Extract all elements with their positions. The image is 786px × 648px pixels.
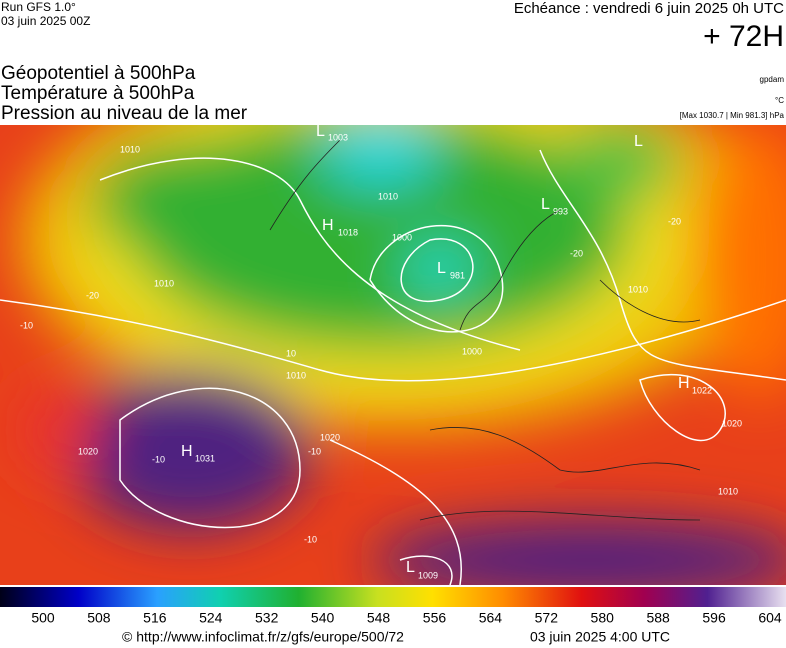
center-letter: H [678, 375, 690, 392]
colorbar-tick-label: 564 [479, 610, 503, 626]
center-letter: L [437, 260, 446, 277]
colorbar-tick-label: 500 [31, 610, 55, 626]
center-letter: L [406, 559, 415, 576]
contour-label: -10 [152, 454, 165, 464]
contour-label: 1010 [378, 191, 398, 201]
colorbar-ticks: 500 508 516 524 532 540 548 556 564 572 580 588 596 6… [31, 610, 782, 626]
contour-label: 1000 [462, 346, 482, 356]
center-letter: L [541, 196, 550, 213]
colorbar-tick-label: 556 [423, 610, 447, 626]
contour-label: 1020 [78, 446, 98, 456]
colorbar-tick-label: 508 [87, 610, 111, 626]
contour-label: 1010 [628, 284, 648, 294]
contour-label: -10 [308, 446, 321, 456]
unit: [Max 1030.7 | Min 981.3] hPa [680, 111, 785, 120]
center-value: 1031 [195, 453, 215, 463]
title: Température à 500hPa [1, 83, 195, 104]
map [0, 125, 786, 585]
colorbar-tick-label: 516 [143, 610, 167, 626]
center-value: 1009 [418, 570, 438, 580]
center-value: 1022 [692, 385, 712, 395]
unit: gpdam [760, 75, 785, 84]
colorbar [0, 587, 786, 607]
contour-label: -20 [570, 248, 583, 258]
header: Run GFS 1.0° 03 juin 2025 00Z Echéance :… [1, 0, 785, 124]
contour-labels: 1010 1000 1010 1000 1010 1020 1010 1020 … [20, 144, 742, 544]
lead-time: + 72H [703, 20, 784, 53]
colorbar-tick-label: 604 [758, 610, 782, 626]
contour-label: 1020 [320, 432, 340, 442]
center-value: 1003 [328, 132, 348, 142]
center-value: 993 [553, 206, 568, 216]
colorbar-tick-label: 532 [255, 610, 279, 626]
center-letter: H [322, 217, 334, 234]
title: Pression au niveau de la mer [1, 103, 248, 124]
colorbar-tick-label: 540 [311, 610, 335, 626]
footer-url: © http://www.infoclimat.fr/z/gfs/europe/… [122, 629, 404, 645]
echeance: Echéance : vendredi 6 juin 2025 0h UTC [514, 0, 784, 17]
contour-label: 1010 [286, 370, 306, 380]
title: Géopotentiel à 500hPa [1, 63, 196, 84]
colorbar-tick-label: 588 [646, 610, 670, 626]
contour-label: 1010 [120, 144, 140, 154]
contour-label: 1010 [718, 486, 738, 496]
colorbar-tick-label: 572 [535, 610, 559, 626]
contour-label: 1000 [392, 232, 412, 242]
contour-label: 1010 [154, 278, 174, 288]
colorbar-tick-label: 548 [367, 610, 391, 626]
unit: °C [775, 96, 784, 105]
contour-label: -10 [304, 534, 317, 544]
colorbar-tick-label: 524 [199, 610, 223, 626]
footer-date: 03 juin 2025 4:00 UTC [530, 629, 670, 645]
pressure-centers: L 1003 H 1018 L 981 L 993 L H 1022 H 103… [181, 123, 712, 580]
center-value: 1018 [338, 227, 358, 237]
center-letter: H [181, 443, 193, 460]
contour-label: 1020 [722, 418, 742, 428]
contour-label: -20 [668, 216, 681, 226]
run-date: 03 juin 2025 00Z [1, 14, 90, 28]
contour-label: -10 [20, 320, 33, 330]
center-letter: L [316, 123, 325, 140]
center-letter: L [634, 133, 643, 150]
contour-label: -20 [86, 290, 99, 300]
colorbar-tick-label: 580 [591, 610, 615, 626]
contour-label: 10 [286, 348, 296, 358]
run: Run GFS 1.0° [1, 0, 76, 14]
colorbar-tick-label: 596 [702, 610, 726, 626]
center-value: 981 [450, 270, 465, 280]
